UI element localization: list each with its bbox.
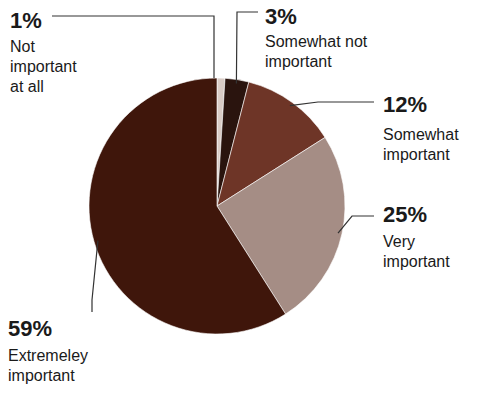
category-label-line: Extremeley <box>8 347 88 364</box>
category-label-line: important <box>8 367 75 384</box>
category-label-line: important <box>383 253 450 270</box>
category-label: Not important at all <box>10 38 77 95</box>
data-label: 59% <box>8 316 52 341</box>
data-label: 1% <box>10 8 42 33</box>
category-label-line: Not <box>10 38 35 55</box>
chart: 1% Not important at all 3% Somewhat not import… <box>0 0 499 396</box>
leader-line <box>92 241 98 312</box>
category-label: Somewhat not important <box>265 33 368 70</box>
pie-slice <box>89 78 286 334</box>
category-label-line: Somewhat <box>383 126 459 143</box>
leader-line <box>236 12 258 84</box>
labels: 1% Not important at all 3% Somewhat not import… <box>8 4 459 384</box>
data-label: 25% <box>383 202 427 227</box>
category-label: Very important <box>383 233 450 270</box>
category-label: Extremeley important <box>8 347 88 384</box>
leader-line <box>290 102 374 106</box>
category-label-line: at all <box>10 78 44 95</box>
category-label-line: Somewhat not <box>265 33 368 50</box>
category-label-line: important <box>265 53 332 70</box>
data-label: 12% <box>383 92 427 117</box>
category-label-line: important <box>383 146 450 163</box>
data-label: 3% <box>265 4 297 29</box>
leaders <box>52 12 374 312</box>
category-label: Somewhat important <box>383 126 459 163</box>
category-label-line: important <box>10 58 77 75</box>
category-label-line: Very <box>383 233 415 250</box>
leader-line <box>338 216 374 233</box>
pie <box>89 78 345 334</box>
